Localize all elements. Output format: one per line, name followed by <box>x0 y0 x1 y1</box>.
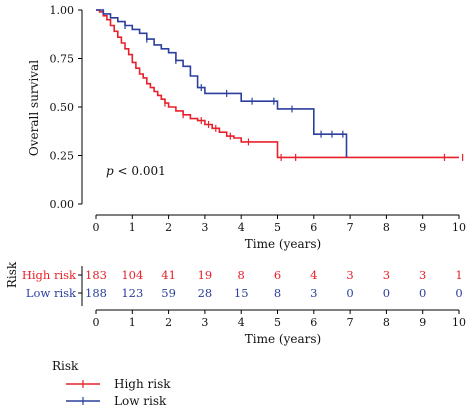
km-y-tick-label: 0.50 <box>50 101 75 114</box>
risk-x-tick-label: 8 <box>383 316 390 329</box>
km-plot: Overall survival 0.00 0.25 0.50 0.75 1.00 0 1… <box>27 4 466 251</box>
km-curves <box>96 9 464 161</box>
km-y-tick-label: 0.75 <box>50 53 75 66</box>
risk-count-high: 183 <box>85 268 107 282</box>
risk-row-label-high: High risk <box>22 268 77 282</box>
risk-count-low: 0 <box>346 286 353 300</box>
risk-table-title: Risk <box>5 261 19 288</box>
risk-x-tick-label: 1 <box>129 316 136 329</box>
risk-x-axis-title: Time (years) <box>245 332 321 346</box>
risk-x-tick-label: 6 <box>310 316 317 329</box>
km-x-axis-title: Time (years) <box>245 237 321 251</box>
risk-count-low: 123 <box>121 286 143 300</box>
risk-count-low: 0 <box>419 286 426 300</box>
risk-count-low: 3 <box>310 286 317 300</box>
p-value-symbol: p <box>106 164 114 178</box>
risk-table-rows: High risk 183 104 41 19 8 6 4 3 3 3 1 Low risk 188 123… <box>22 266 463 306</box>
legend-label-high-risk: High risk <box>114 377 171 391</box>
risk-x-axis: 0 1 2 3 4 5 6 7 8 9 10 <box>93 309 466 329</box>
risk-row-label-low: Low risk <box>26 286 77 300</box>
km-curve-low-risk <box>96 9 348 158</box>
risk-x-tick-label: 5 <box>274 316 281 329</box>
risk-count-high: 41 <box>161 268 176 282</box>
risk-count-low: 0 <box>455 286 462 300</box>
risk-count-high: 3 <box>383 268 390 282</box>
km-x-tick-label: 6 <box>310 221 317 234</box>
legend: Risk High risk Low risk <box>52 359 171 408</box>
risk-count-high: 3 <box>419 268 426 282</box>
km-x-tick-label: 5 <box>274 221 281 234</box>
legend-items: High risk Low risk <box>66 377 171 408</box>
km-x-tick-label: 2 <box>165 221 172 234</box>
risk-x-tick-label: 0 <box>93 316 100 329</box>
km-x-tick-label: 8 <box>383 221 390 234</box>
risk-x-tick-label: 9 <box>419 316 426 329</box>
risk-x-tick-label: 2 <box>165 316 172 329</box>
risk-count-low: 8 <box>274 286 281 300</box>
risk-x-tick-label: 7 <box>347 316 354 329</box>
risk-count-high: 3 <box>346 268 353 282</box>
km-x-tick-label: 9 <box>419 221 426 234</box>
risk-count-high: 8 <box>238 268 245 282</box>
risk-count-low: 15 <box>234 286 249 300</box>
km-x-tick-label: 4 <box>238 221 245 234</box>
p-value-text: < 0.001 <box>114 164 166 178</box>
km-x-tick-label: 10 <box>452 221 466 234</box>
legend-label-low-risk: Low risk <box>114 394 167 408</box>
risk-count-low: 0 <box>383 286 390 300</box>
km-x-tick-label: 7 <box>347 221 354 234</box>
risk-count-high: 104 <box>121 268 143 282</box>
km-y-tick-label: 0.00 <box>50 198 75 211</box>
risk-count-high: 4 <box>310 268 317 282</box>
km-x-tick-label: 3 <box>201 221 208 234</box>
risk-x-tick-label: 3 <box>201 316 208 329</box>
km-x-tick-label: 0 <box>93 221 100 234</box>
risk-count-low: 59 <box>161 286 176 300</box>
km-x-tick-label: 1 <box>129 221 136 234</box>
risk-count-low: 188 <box>85 286 107 300</box>
km-y-axis-title: Overall survival <box>27 60 41 156</box>
km-y-axis: 0.00 0.25 0.50 0.75 1.00 <box>50 4 83 211</box>
km-y-tick-label: 0.25 <box>50 150 75 163</box>
risk-count-low: 28 <box>198 286 213 300</box>
km-x-axis: 0 1 2 3 4 5 6 7 8 9 10 <box>93 214 466 234</box>
risk-count-high: 19 <box>198 268 213 282</box>
km-curve-high-risk <box>96 9 459 159</box>
p-value-annotation: p < 0.001 <box>106 164 166 178</box>
km-y-tick-label: 1.00 <box>50 4 75 17</box>
risk-x-tick-label: 10 <box>452 316 466 329</box>
risk-count-high: 6 <box>274 268 281 282</box>
risk-x-tick-label: 4 <box>238 316 245 329</box>
legend-title: Risk <box>52 359 79 373</box>
risk-count-high: 1 <box>455 268 462 282</box>
